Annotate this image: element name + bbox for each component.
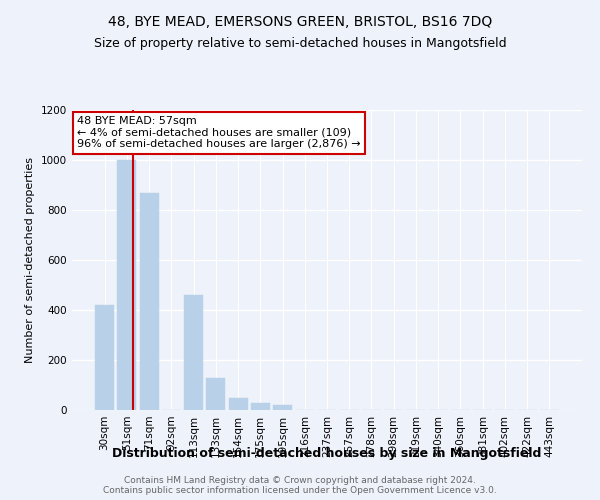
- Bar: [140, 192, 158, 410]
- Bar: [273, 405, 292, 410]
- Y-axis label: Number of semi-detached properties: Number of semi-detached properties: [25, 157, 35, 363]
- Text: 48 BYE MEAD: 57sqm
← 4% of semi-detached houses are smaller (109)
96% of semi-de: 48 BYE MEAD: 57sqm ← 4% of semi-detached…: [77, 116, 361, 149]
- Text: Distribution of semi-detached houses by size in Mangotsfield: Distribution of semi-detached houses by …: [112, 448, 542, 460]
- Bar: [251, 402, 270, 410]
- Bar: [118, 160, 136, 410]
- Bar: [229, 398, 248, 410]
- Bar: [95, 305, 114, 410]
- Text: Size of property relative to semi-detached houses in Mangotsfield: Size of property relative to semi-detach…: [94, 38, 506, 51]
- Bar: [206, 378, 225, 410]
- Text: 48, BYE MEAD, EMERSONS GREEN, BRISTOL, BS16 7DQ: 48, BYE MEAD, EMERSONS GREEN, BRISTOL, B…: [108, 15, 492, 29]
- Bar: [184, 295, 203, 410]
- Text: Contains HM Land Registry data © Crown copyright and database right 2024.
Contai: Contains HM Land Registry data © Crown c…: [103, 476, 497, 495]
